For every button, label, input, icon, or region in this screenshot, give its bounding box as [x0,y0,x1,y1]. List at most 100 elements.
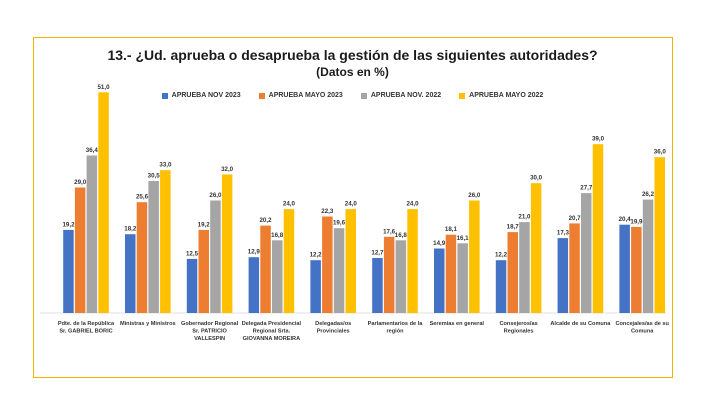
bar [372,258,383,313]
data-label: 16,8 [271,232,284,239]
bar [198,229,209,313]
data-label: 12,2 [495,252,508,259]
category-label: Sr. GABRIEL BORIC [59,329,112,335]
data-label: 26,0 [209,192,222,199]
data-label: 26,2 [642,191,655,198]
data-label: 25,6 [136,194,149,201]
category-label: Comuna [631,329,654,335]
data-label: 36,0 [654,149,667,156]
category-label: Consejeros/as [499,321,537,327]
bar [136,202,148,313]
bar [495,260,507,313]
category-label: Sr. PATRICIO [192,329,227,335]
category-label: Parlamentarios de la [368,321,424,327]
bar [519,222,530,313]
bar [592,144,604,313]
bar [333,228,345,313]
bar [272,240,283,313]
data-label: 24,0 [406,201,419,208]
category-label: región [386,329,404,335]
legend-item-mayo-2022: APRUEBA MAYO 2022 [459,92,543,99]
category-label: Concejales/as de su [615,321,669,327]
data-label: 18,2 [124,226,137,233]
chart-title: 13.- ¿Ud. aprueba o desaprueba la gestió… [107,47,598,63]
category-label: Regional Srta. [253,329,291,335]
data-label: 24,0 [283,201,296,208]
bar [654,157,665,313]
legend-label: APRUEBA NOV 2023 [171,92,241,99]
data-label: 20,7 [569,215,582,222]
data-label: 24,0 [345,201,358,208]
data-label: 19,9 [630,218,643,225]
legend-swatch [360,92,367,99]
bar [221,174,233,313]
bar [248,257,260,313]
data-label: 29,0 [74,179,87,186]
data-label: 17,3 [557,230,570,237]
bar [260,225,271,313]
data-label: 21,0 [518,214,531,221]
bar [434,248,445,313]
bar [160,170,171,313]
data-label: 12,7 [371,250,384,257]
category-label: Pdte. de la República [58,321,115,327]
bar [383,236,395,313]
bar [210,200,221,313]
category-label: Seremias en general [430,321,485,327]
chart-subtitle: (Datos en %) [316,65,389,79]
category-label: Ministras y Ministros [120,321,176,327]
category-label: VALLESPIN [194,336,225,342]
category-label: Gobernador Regional [181,321,239,327]
category-label: Delegadas/os [315,321,351,327]
category-label: Delegada Presidencial [242,321,302,327]
data-label: 19,6 [333,220,346,227]
bar [322,216,333,313]
legend-swatch [161,92,168,99]
data-label: 20,4 [619,216,632,223]
bar [530,183,542,313]
bar [310,260,321,313]
data-label: 12,2 [310,252,323,259]
data-label: 30,0 [530,175,543,182]
data-label: 19,2 [198,221,211,228]
data-label: 32,0 [221,166,234,173]
legend-label: APRUEBA NOV. 2022 [370,92,442,99]
legend-swatch [258,92,265,99]
bar [569,223,580,313]
bar [395,240,407,313]
legend: APRUEBA NOV 2023 APRUEBA MAYO 2023 APRUE… [0,92,705,99]
data-label: 26,0 [468,192,481,199]
data-label: 16,1 [457,235,470,242]
data-label: 16,8 [395,232,408,239]
bar [507,232,518,313]
data-label: 33,0 [159,162,172,169]
bar [581,193,592,313]
bar [98,92,109,313]
bar [74,187,86,313]
bar [631,226,642,313]
bar [148,181,159,313]
data-label: 18,1 [445,226,458,233]
bar [557,238,569,313]
bar [283,209,295,313]
bar [619,224,630,313]
category-label: Provinciales [317,329,350,335]
bar [469,200,480,313]
data-label: 20,2 [259,217,272,224]
bar [63,229,74,313]
data-label: 39,0 [592,136,605,143]
category-label: Regionales [504,329,534,335]
data-label: 12,9 [248,249,261,256]
bar [186,258,198,313]
data-label: 12,5 [186,250,199,257]
bar [407,209,418,313]
legend-label: APRUEBA MAYO 2023 [268,92,343,99]
data-label: 14,9 [433,240,446,247]
legend-item-nov-2023: APRUEBA NOV 2023 [161,92,241,99]
data-label: 51,0 [97,84,110,91]
data-label: 22,3 [321,208,334,215]
category-label: Alcalde de su Comuna [550,321,611,327]
legend-swatch [459,92,466,99]
data-label: 19,2 [62,221,75,228]
